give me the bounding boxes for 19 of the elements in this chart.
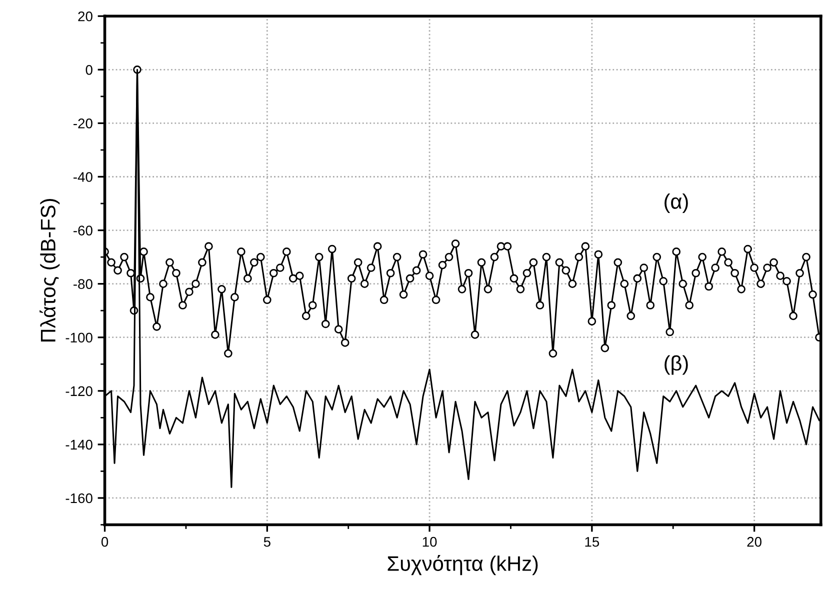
y-tick-label: -80 bbox=[74, 279, 92, 289]
y-axis-title: Πλάτος (dB-FS) bbox=[40, 198, 60, 342]
x-tick-label: 5 bbox=[264, 537, 270, 547]
y-tick-label: -40 bbox=[74, 172, 92, 182]
y-tick-label: -160 bbox=[66, 493, 92, 504]
y-tick-label: 20 bbox=[78, 11, 92, 22]
x-tick-label: 15 bbox=[585, 537, 600, 547]
annotation: (α) bbox=[664, 194, 688, 213]
x-tick-label: 0 bbox=[101, 536, 108, 547]
y-tick-label: -60 bbox=[74, 226, 92, 236]
x-tick-label: 20 bbox=[747, 536, 762, 547]
y-tick-label: -140 bbox=[66, 440, 92, 450]
annotation: (β) bbox=[664, 355, 688, 375]
y-tick-label: -20 bbox=[74, 118, 92, 128]
x-tick-label: 10 bbox=[422, 536, 437, 547]
y-tick-label: 0 bbox=[86, 64, 92, 75]
x-axis-title: Συχνότητα (kHz) bbox=[388, 555, 538, 576]
y-tick-label: -120 bbox=[66, 386, 92, 396]
y-tick-label: -100 bbox=[66, 332, 92, 343]
